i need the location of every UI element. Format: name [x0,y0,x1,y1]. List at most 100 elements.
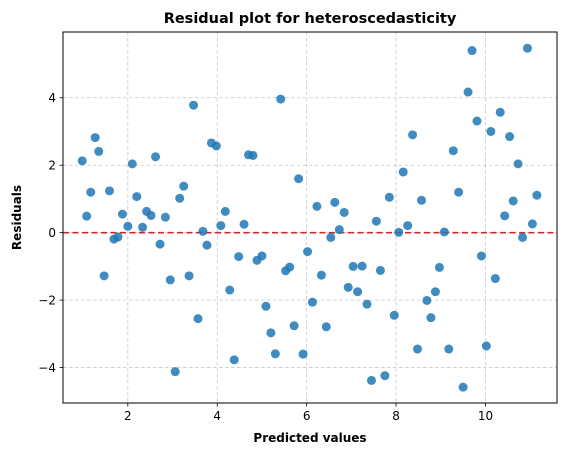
data-point [294,174,304,184]
data-point [193,314,203,324]
x-tick-label: 10 [478,409,493,423]
data-point [439,227,449,237]
chart-title: Residual plot for heteroscedasticity [164,11,457,27]
data-point [155,239,165,249]
data-point [138,222,148,232]
data-point [261,301,271,311]
data-point [490,274,500,284]
data-point [276,94,286,104]
data-point [518,232,528,242]
plot-frame [62,31,558,404]
data-point [146,210,156,220]
data-point [211,141,221,151]
x-tick-label: 6 [303,409,311,423]
data-point [77,156,87,166]
data-point [225,285,235,295]
data-point [426,313,436,323]
data-point [198,226,208,236]
data-point [458,382,468,392]
data-point [312,201,322,211]
data-point [513,159,523,169]
y-axis-label: Residuals [10,185,24,250]
data-point [430,287,440,297]
data-point [348,261,358,271]
data-point [127,159,137,169]
data-point [104,186,114,196]
data-point [454,187,464,197]
data-point [202,240,212,250]
data-point [234,252,244,262]
data-point [289,321,299,331]
data-point [522,43,532,53]
data-point [321,322,331,332]
data-point [334,225,344,235]
data-point [184,271,194,281]
data-point [353,287,363,297]
data-point [298,349,308,359]
data-point [366,375,376,385]
data-point [216,221,226,231]
data-point [339,207,349,217]
data-point [467,46,477,56]
data-point [486,126,496,136]
data-point [357,261,367,271]
data-point [248,150,258,160]
data-point [90,133,100,143]
data-point [384,192,394,202]
data-point [375,265,385,275]
data-point [99,271,109,281]
y-tick-label: 2 [48,159,56,173]
data-point [189,100,199,110]
data-point [165,275,175,285]
data-point [307,297,317,307]
data-point [380,371,390,381]
data-point [270,349,280,359]
data-point [113,232,123,242]
data-point [362,299,372,309]
axis-ticks: 2 4 6 8 10 −4 −2 0 2 4 [38,91,493,423]
data-point [303,247,313,257]
data-point [472,116,482,126]
data-point [326,232,336,242]
data-point [389,310,399,320]
data-point [86,187,96,197]
data-point [229,355,239,365]
data-point [495,107,505,117]
data-point [527,219,537,229]
data-points [77,43,542,392]
data-point [239,219,249,229]
data-point [285,262,295,272]
data-point [403,221,413,231]
data-point [398,167,408,177]
data-point [500,211,510,221]
data-point [220,206,230,216]
data-point [422,295,432,305]
y-tick-label: 4 [48,91,56,105]
data-point [132,192,142,202]
data-point [463,87,473,97]
x-tick-label: 8 [392,409,400,423]
y-tick-label: −4 [38,361,56,375]
data-point [505,132,515,142]
data-point [170,367,180,377]
data-point [371,216,381,226]
data-point [94,146,104,156]
data-point [179,181,189,191]
data-point [123,221,133,231]
data-point [417,195,427,205]
data-point [444,344,454,354]
data-point [257,251,267,261]
data-point [316,270,326,280]
data-point [343,282,353,292]
data-point [160,212,170,222]
data-point [82,211,92,221]
data-point [266,328,276,338]
data-point [394,227,404,237]
data-point [448,146,458,156]
x-tick-label: 2 [124,409,132,423]
data-point [532,190,542,200]
data-point [151,152,161,162]
y-tick-label: 0 [48,226,56,240]
y-tick-label: −2 [38,293,56,307]
